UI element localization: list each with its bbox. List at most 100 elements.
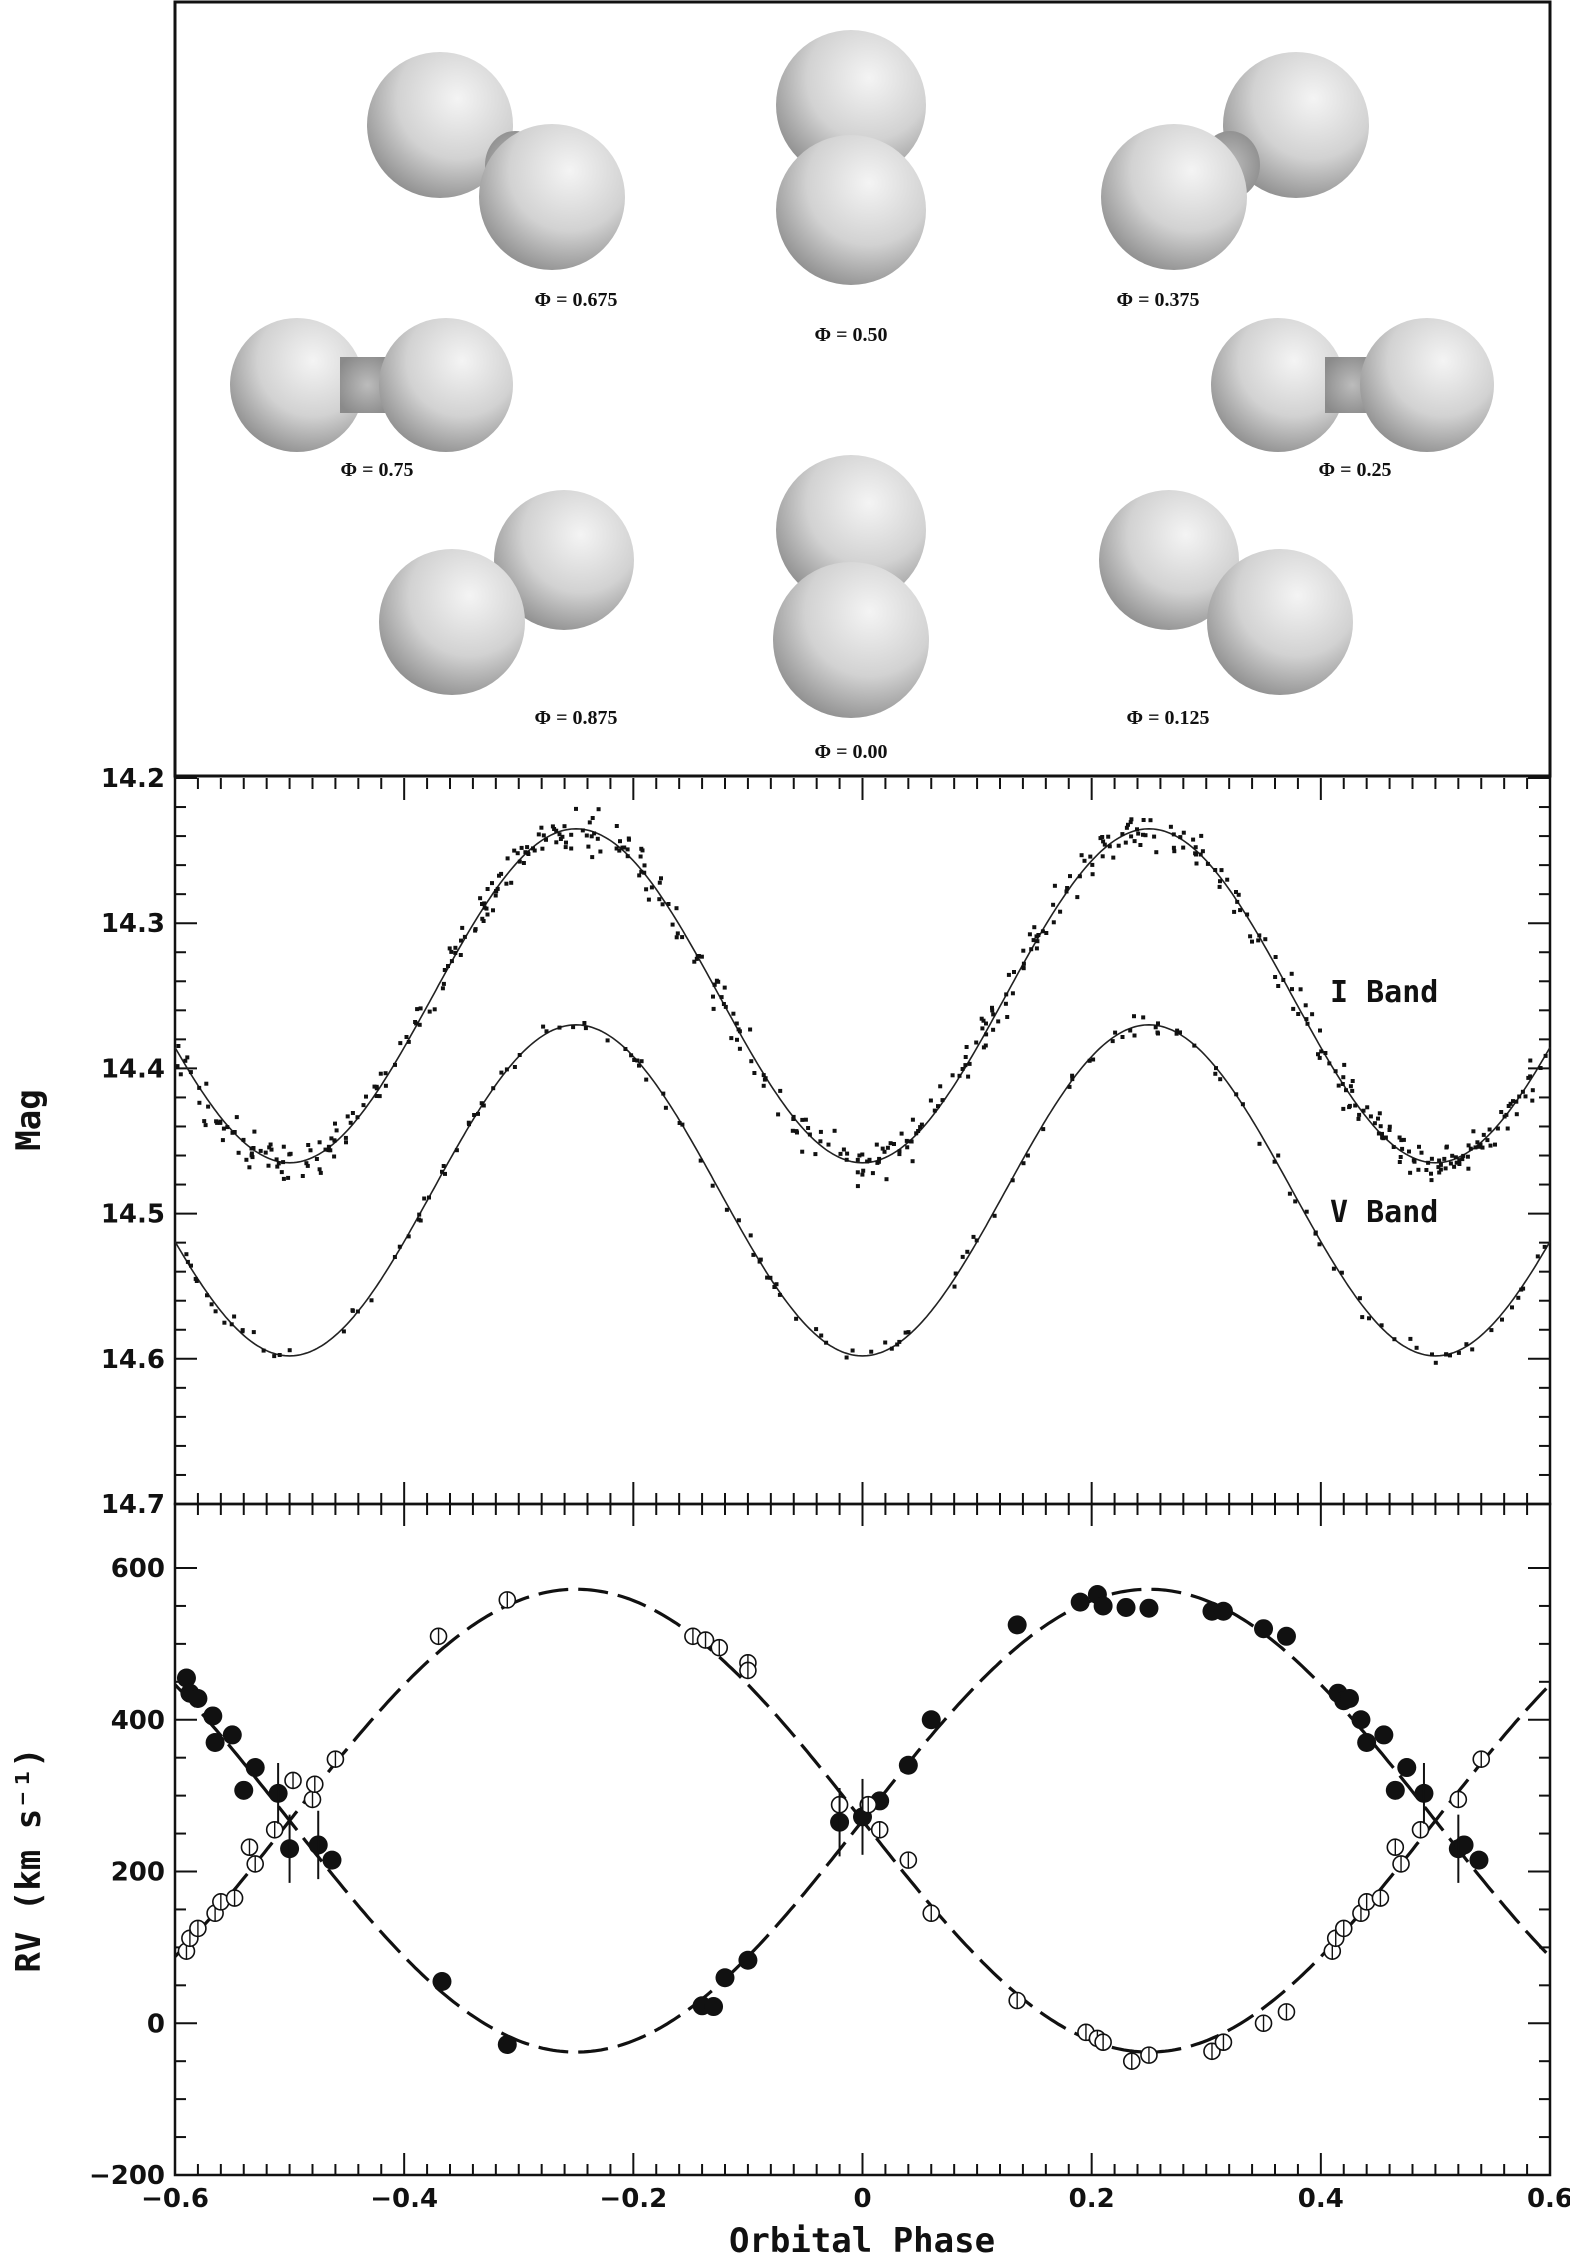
i-band-point [737,1046,742,1051]
i-band-point [1523,1094,1528,1099]
i-band-point [1378,1124,1383,1129]
i-band-point [343,1135,348,1140]
i-band-point [660,902,665,907]
i-band-point [1143,833,1148,838]
i-band-point [266,1163,271,1168]
x-tick-label: 0 [853,2184,871,2214]
i-band-point [711,994,715,999]
primary-rv-point [1276,1626,1296,1646]
i-band-point [813,1152,818,1157]
v-band-point [844,1355,849,1360]
i-band-point [1344,1088,1348,1093]
i-band-point [1380,1131,1384,1136]
v-band-point [1091,1057,1096,1062]
v-band-point [1414,1345,1419,1350]
x-tick-label: 0.6 [1527,2184,1570,2214]
i-band-point [449,959,454,964]
i-band-point [1273,975,1278,979]
i-band-point [1365,1105,1370,1110]
i-band-point [627,837,631,842]
i-band-point [1341,1075,1346,1080]
i-band-point [1141,832,1145,837]
i-band-point [1005,1015,1010,1019]
i-band-point [940,1098,945,1103]
primary-rv-point [1254,1619,1274,1639]
i-band-point [1481,1132,1486,1137]
v-band-point [1444,1352,1449,1357]
i-band-point [950,1073,955,1078]
v-band-point [229,1322,234,1327]
i-band-point [1123,840,1128,845]
i-band-point [625,847,630,852]
i-band-point [176,1044,181,1048]
i-band-point [761,1083,766,1088]
i-band-point [512,848,517,853]
i-band-point [1171,845,1176,850]
i-band-point [996,1019,1001,1024]
i-band-point [1044,931,1049,935]
i-band-point [1506,1104,1511,1108]
i-band-point [541,833,546,838]
i-band-point [1021,965,1026,970]
v-band-point [661,1091,666,1096]
v-band-point [1293,1199,1298,1204]
i-band-point [614,846,619,851]
v-band-point [205,1293,209,1298]
mag-tick-label: 14.4 [101,1054,165,1084]
i-band-point [590,816,595,820]
i-band-point [1457,1158,1462,1163]
i-band-point [1178,835,1183,840]
i-band-point [323,1147,328,1152]
i-band-point [1154,850,1159,855]
v-band-point [479,1101,484,1106]
i-band-point [1065,886,1070,890]
v-band-point [1021,1161,1026,1166]
i-band-point [1511,1099,1515,1104]
i-band-point [1090,862,1095,867]
v-band-point [1313,1230,1318,1235]
i-band-point [1333,1069,1338,1074]
i-band-point [909,1139,914,1144]
v-band-point [427,1195,431,1200]
i-band-point [1090,872,1095,877]
v-band-point [869,1349,874,1354]
v-band-point [677,1121,682,1125]
i-band-point [220,1138,225,1143]
i-band-point [1457,1162,1462,1166]
i-band-point [666,902,671,906]
mag-tick-label: 14.7 [101,1490,165,1520]
primary-rv-point [1357,1733,1377,1753]
v-band-point [422,1196,427,1201]
primary-rv-point [203,1706,223,1726]
i-band-point [983,1043,988,1048]
i-band-point [413,1020,418,1024]
x-tick-label: −0.2 [599,2184,667,2214]
v-band-point [819,1333,824,1338]
v-band-point [748,1233,753,1238]
i-band-point [1256,938,1261,943]
i-band-point [281,1160,286,1165]
i-band-point [1100,835,1105,839]
i-band-point [232,1130,237,1134]
i-band-point [622,845,627,850]
i-band-point [206,1104,211,1109]
v-band-point [906,1330,911,1335]
i-band-point [1453,1155,1458,1160]
i-band-point [692,959,697,964]
i-band-point [505,856,510,861]
mag-tick-label: 14.6 [101,1345,165,1375]
primary-rv-point [322,1850,342,1870]
i-band-point [1416,1167,1421,1172]
primary-rv-point [1351,1710,1371,1730]
i-band-point [1318,1028,1322,1033]
i-band-point [1401,1137,1406,1142]
i-band-point [932,1108,937,1113]
i-band-point [1471,1129,1476,1134]
primary-rv-point [1116,1597,1136,1617]
i-band-point [1397,1135,1402,1140]
i-band-point [415,1007,420,1012]
i-band-point [1198,852,1203,857]
i-band-point [427,1009,432,1014]
i-band-point [1357,1112,1362,1117]
i-band-point [348,1120,353,1125]
